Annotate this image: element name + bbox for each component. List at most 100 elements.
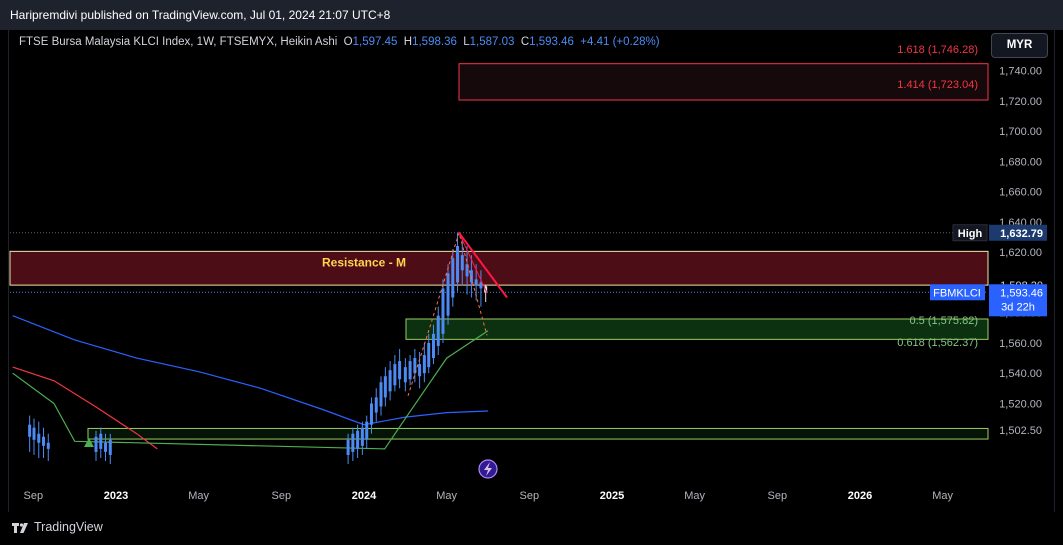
candle-body-21 — [465, 264, 469, 277]
legend-close-label: C — [520, 36, 530, 48]
legend-high-value: 1,598.36 — [412, 36, 457, 48]
y-tick-label-1: 1,720.00 — [999, 96, 1042, 108]
candle-body-19 — [456, 246, 460, 283]
x-tick-label-1: 2023 — [104, 490, 128, 502]
candle-body-5 — [388, 370, 392, 392]
candle-old-body-1 — [32, 427, 36, 440]
tradingview-brand: TradingView — [34, 520, 103, 534]
fib-label-1: 1.414 (1,723.04) — [897, 79, 978, 91]
candle-body-22 — [469, 270, 473, 283]
countdown-label: 3d 22h — [1001, 301, 1035, 313]
downtrend-line-2 — [458, 232, 488, 294]
downtrend-line — [458, 232, 508, 299]
candle-old-body-12 — [360, 427, 364, 446]
candle-old-body-9 — [346, 439, 350, 455]
candle-body-3 — [379, 382, 383, 407]
high-value-bg — [989, 224, 1047, 241]
ma-fast-line — [12, 366, 158, 450]
footer-bar — [0, 512, 1063, 545]
fib-label-2: 0.5 (1,575.82) — [910, 315, 979, 327]
tradingview-icon — [12, 522, 28, 533]
candle-body-15 — [436, 315, 440, 346]
candle-old-body-3 — [42, 436, 46, 446]
candle-old-body-8 — [108, 439, 112, 455]
candle-body-4 — [383, 376, 387, 398]
candle-body-8 — [403, 367, 407, 383]
x-tick-label-6: Sep — [520, 490, 540, 502]
legend-high-label: H — [403, 36, 413, 48]
legend-open-value: 1,597.45 — [352, 36, 398, 48]
chart-legend: FTSE Bursa Malaysia KLCI Index, 1W, FTSE… — [19, 36, 660, 48]
x-tick-label-3: Sep — [272, 490, 292, 502]
published-caption: Haripremdivi published on TradingView.co… — [10, 8, 391, 22]
candle-body-23 — [474, 279, 478, 286]
candle-body-24 — [479, 282, 483, 289]
candle-old-body-10 — [351, 433, 355, 452]
candle-old-body-0 — [28, 424, 32, 437]
candle-old-body-7 — [104, 442, 108, 452]
ma-slow-line — [12, 315, 489, 426]
candle-body-18 — [451, 258, 455, 298]
candle-body-20 — [460, 255, 464, 271]
legend-symbol: FTSE Bursa Malaysia KLCI Index, 1W, FTSE… — [19, 36, 338, 48]
legend-low-label: L — [463, 36, 470, 48]
candle-body-11 — [418, 364, 422, 377]
resistance-label: Resistance - M — [322, 255, 406, 269]
candle-old-body-2 — [37, 433, 41, 443]
currency-button[interactable]: MYR — [991, 33, 1048, 58]
y-tick-label-4: 1,660.00 — [999, 187, 1042, 199]
y-tick-label-11: 1,502.50 — [999, 425, 1042, 437]
legend-change: +4.41 (+0.28%) — [580, 36, 660, 48]
zone-support-3 — [87, 427, 989, 440]
high-tag-label: High — [958, 228, 983, 240]
tradingview-logo[interactable]: TradingView — [11, 520, 103, 534]
wave-path — [407, 230, 488, 397]
candle-old-body-11 — [356, 430, 360, 449]
y-tick-label-2: 1,700.00 — [999, 126, 1042, 138]
candle-body-12 — [422, 355, 426, 374]
candle-body-16 — [441, 288, 445, 334]
x-tick-label-7: 2025 — [600, 490, 624, 502]
fib-label-0: 1.618 (1,746.28) — [897, 44, 978, 56]
x-tick-label-8: May — [684, 490, 705, 502]
zone-resistance-1 — [9, 250, 989, 286]
lightning-glyph — [484, 462, 492, 476]
y-tick-label-8: 1,560.00 — [999, 338, 1042, 350]
candle-body-9 — [408, 361, 412, 380]
y-tick-label-6: 1,620.00 — [999, 247, 1042, 259]
high-value-label: 1,632.79 — [1000, 228, 1043, 240]
y-tick-label-0: 1,740.00 — [999, 66, 1042, 78]
ma-green-line — [12, 330, 489, 450]
candle-body-6 — [393, 364, 397, 386]
candle-body-17 — [446, 273, 450, 316]
legend-close-value: 1,593.46 — [529, 36, 574, 48]
y-tick-label-10: 1,520.00 — [999, 398, 1042, 410]
x-tick-label-5: May — [436, 490, 457, 502]
last-price-label: 1,593.46 — [1000, 287, 1043, 299]
candle-old-body-4 — [46, 442, 50, 449]
candle-body-1 — [369, 403, 373, 425]
x-tick-label-9: Sep — [768, 490, 788, 502]
fib-label-3: 0.618 (1,562.37) — [897, 337, 978, 349]
zone-support-2 — [405, 318, 989, 340]
publish-bar: Haripremdivi published on TradingView.co… — [0, 0, 1063, 30]
candle-body-10 — [413, 358, 417, 374]
candle-body-0 — [365, 421, 369, 440]
x-tick-label-4: 2024 — [352, 490, 377, 502]
y-tick-label-9: 1,540.00 — [999, 368, 1042, 380]
candle-old-body-6 — [99, 433, 103, 449]
x-tick-label-2: May — [188, 490, 209, 502]
x-tick-label-10: 2026 — [848, 490, 872, 502]
candle-body-7 — [398, 361, 402, 380]
x-tick-label-0: Sep — [24, 490, 44, 502]
legend-low-value: 1,587.03 — [469, 36, 515, 48]
last-price-bg — [989, 284, 1047, 317]
candle-old-body-5 — [94, 436, 98, 452]
high-tag-bg — [952, 224, 988, 242]
zone-fib_red-0 — [458, 63, 989, 101]
candle-body-14 — [431, 333, 435, 359]
signal-triangle — [84, 438, 94, 447]
symbol-tag-bg — [930, 284, 985, 301]
symbol-tag-label: FBMKLCI — [933, 287, 981, 299]
